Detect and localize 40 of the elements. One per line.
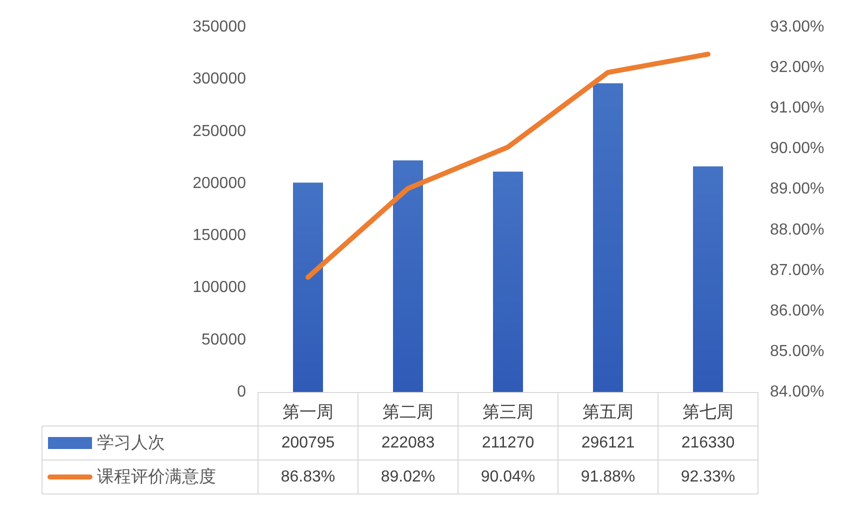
data-label: 89.02% — [380, 468, 436, 486]
data-label: 200795 — [281, 434, 335, 452]
legend-label: 课程评价满意度 — [97, 467, 216, 487]
x-tick-label: 第二周 — [382, 402, 434, 422]
data-label: 296121 — [581, 434, 635, 452]
y-tick-label: 100000 — [192, 279, 246, 296]
x-tick-label: 第五周 — [582, 402, 634, 422]
y-tick-label: 200000 — [192, 174, 246, 192]
bar — [593, 83, 623, 392]
legend-label: 学习人次 — [97, 433, 165, 453]
y-tick-label: 250000 — [192, 122, 246, 140]
y2-tick-label: 85.00% — [770, 342, 824, 360]
bar — [493, 172, 523, 392]
data-label: 91.88% — [580, 468, 636, 486]
data-label: 216330 — [681, 434, 735, 452]
data-label: 92.33% — [680, 468, 736, 486]
bar — [693, 166, 723, 392]
y2-tick-label: 91.00% — [770, 100, 824, 117]
data-label: 211270 — [482, 434, 534, 452]
y-tick-label: 350000 — [192, 18, 246, 36]
y-tick-label: 300000 — [192, 70, 246, 88]
y2-tick-label: 88.00% — [770, 221, 824, 238]
data-label: 222083 — [381, 434, 435, 452]
y2-tick-label: 89.00% — [770, 180, 824, 198]
bar — [393, 160, 423, 392]
y-tick-label: 150000 — [192, 227, 246, 244]
x-tick-label: 第一周 — [282, 402, 334, 422]
y2-tick-label: 90.00% — [770, 140, 824, 158]
x-tick-label: 第三周 — [482, 402, 534, 422]
y2-tick-label: 92.00% — [770, 59, 824, 76]
x-tick-label: 第七周 — [682, 402, 734, 422]
y2-tick-label: 93.00% — [770, 18, 824, 36]
bar — [293, 182, 323, 392]
y2-tick-label: 87.00% — [770, 262, 824, 279]
data-label: 90.04% — [480, 468, 536, 486]
y2-tick-label: 84.00% — [770, 384, 824, 400]
y-tick-label: 50000 — [202, 331, 246, 348]
y2-tick-label: 86.00% — [770, 302, 824, 320]
y-tick-label: 0 — [237, 384, 246, 400]
data-label: 86.83% — [280, 468, 336, 486]
